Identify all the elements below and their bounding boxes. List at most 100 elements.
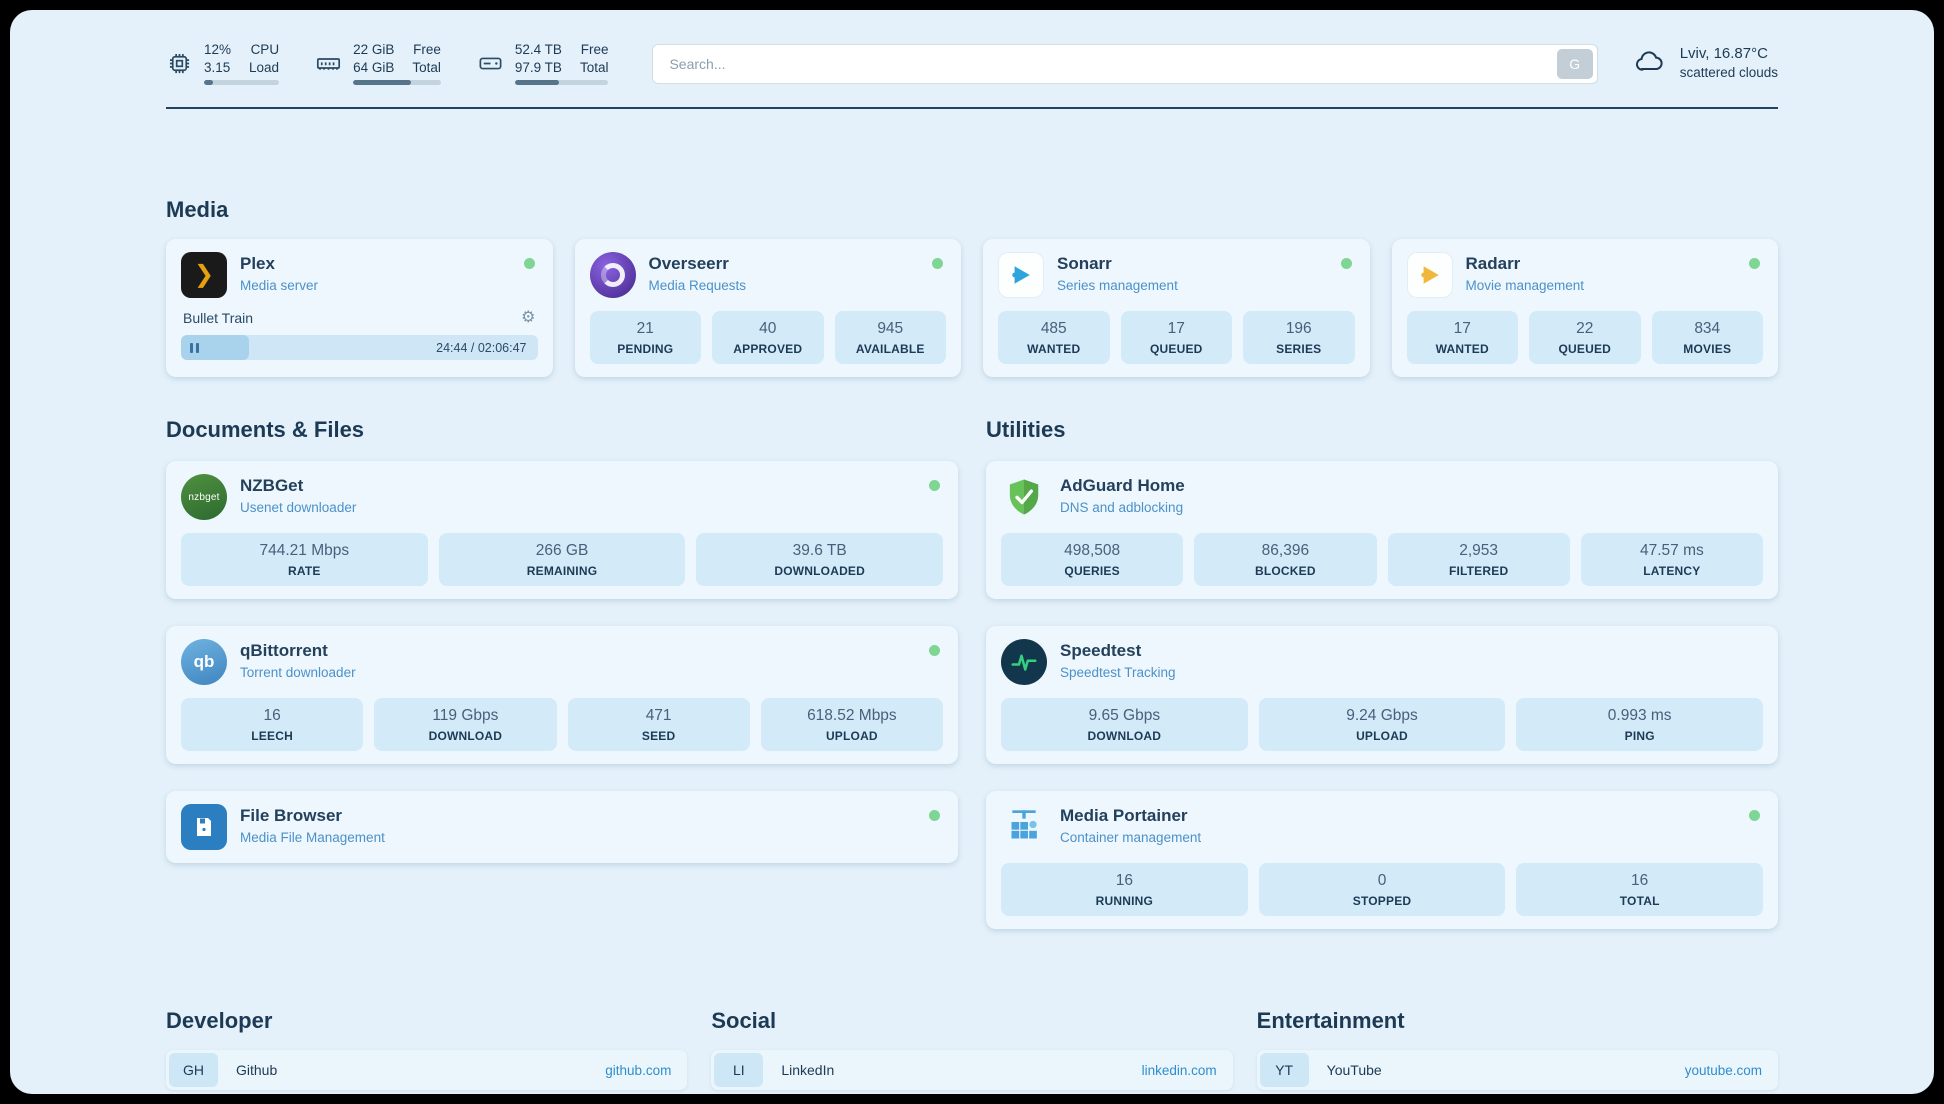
bookmark-abbr: GH (169, 1053, 218, 1087)
playback-time: 24:44 / 02:06:47 (436, 340, 527, 355)
weather-widget: Lviv, 16.87°C scattered clouds (1632, 45, 1778, 82)
stat-ping: 0.993 ms PING (1516, 698, 1764, 751)
search-provider-button[interactable]: G (1556, 48, 1593, 79)
status-dot (929, 810, 940, 821)
app-card-sonarr[interactable]: Sonarr Series management 485 WANTED 17 Q… (983, 239, 1370, 377)
status-dot (929, 480, 940, 491)
status-dot (523, 258, 535, 269)
app-name: Radarr (1465, 254, 1521, 273)
stat-wanted: 17 WANTED (1406, 311, 1518, 364)
stat-queries: 498,508 QUERIES (1001, 533, 1184, 586)
status-dot (1749, 810, 1760, 821)
disk-progress-bar (514, 80, 609, 85)
radarr-icon (1406, 252, 1453, 298)
sonarr-icon (998, 252, 1044, 298)
filebrowser-icon (181, 804, 227, 850)
status-dot (932, 258, 943, 269)
settings-gear-icon[interactable]: ⚙ (521, 309, 536, 326)
documents-section-title: Documents & Files (166, 417, 365, 442)
stat-stopped: 0 STOPPED (1258, 863, 1506, 916)
social-bookmarks: Social LI LinkedIn linkedin.com TW Twitt… (711, 1008, 1233, 1094)
app-card-nzbget[interactable]: nzbget NZBGet Usenet downloader 744.21 M… (166, 461, 958, 599)
pause-icon[interactable] (190, 342, 199, 353)
utilities-section: Utilities AdGuard Home (986, 417, 1778, 956)
stat-remaining: 266 GB REMAINING (438, 533, 686, 586)
app-subtitle: Container management (1060, 830, 1202, 845)
entertainment-section-title: Entertainment (1256, 1008, 1405, 1033)
stat-leech: 16 LEECH (181, 698, 364, 751)
playback-progress-bar[interactable]: 24:44 / 02:06:47 (181, 335, 538, 360)
stat-queued: 17 QUEUED (1120, 311, 1232, 364)
bookmark-name: Github (236, 1062, 278, 1078)
stat-total: 16 TOTAL (1516, 863, 1764, 916)
qbittorrent-icon: qb (181, 639, 227, 685)
app-name: Speedtest (1060, 641, 1142, 660)
app-card-plex[interactable]: ❯ Plex Media server Bullet Train ⚙ (166, 239, 553, 377)
cpu-load-value: 3.15 (204, 60, 231, 75)
cpu-progress-bar (204, 80, 280, 85)
ram-free-label: Free (413, 42, 441, 57)
now-playing: Bullet Train ⚙ 24:44 / 02:06:47 (181, 307, 538, 360)
disk-free-value: 52.4 TB (514, 42, 562, 57)
app-card-portainer[interactable]: Media Portainer Container management 16 … (986, 791, 1778, 929)
entertainment-bookmarks: Entertainment YT YouTube youtube.com NF … (1256, 1008, 1778, 1094)
status-dot (929, 645, 940, 656)
overseerr-icon (589, 252, 636, 298)
bookmark-linkedin[interactable]: LI LinkedIn linkedin.com (711, 1050, 1233, 1090)
bookmark-name: YouTube (1326, 1062, 1382, 1078)
cpu-icon (166, 50, 193, 77)
status-dot (1749, 258, 1760, 269)
bookmark-youtube[interactable]: YT YouTube youtube.com (1256, 1050, 1778, 1090)
bookmark-abbr: LI (714, 1053, 764, 1087)
weather-location: Lviv, 16.87°C (1679, 45, 1768, 62)
plex-icon: ❯ (181, 252, 227, 298)
weather-condition: scattered clouds (1679, 65, 1778, 80)
developer-section-title: Developer (166, 1008, 273, 1033)
app-card-overseerr[interactable]: Overseerr Media Requests 21 PENDING 40 A… (574, 239, 961, 377)
stat-seed: 471 SEED (567, 698, 750, 751)
app-name: Overseerr (648, 254, 729, 273)
portainer-icon (1001, 804, 1047, 850)
app-subtitle: DNS and adblocking (1060, 500, 1184, 515)
cpu-load-label: Load (249, 60, 280, 75)
cpu-metric: 12% CPU 3.15 Load (166, 42, 280, 85)
disk-total-value: 97.9 TB (514, 60, 562, 75)
stat-running: 16 RUNNING (1001, 863, 1248, 916)
app-card-filebrowser[interactable]: File Browser Media File Management (166, 791, 958, 863)
stat-downloaded: 39.6 TB DOWNLOADED (696, 533, 944, 586)
ram-icon (315, 50, 342, 77)
app-card-speedtest[interactable]: Speedtest Speedtest Tracking 9.65 Gbps D… (986, 626, 1778, 764)
app-name: Sonarr (1057, 254, 1112, 273)
app-subtitle: Speedtest Tracking (1060, 665, 1176, 680)
app-subtitle: Torrent downloader (240, 665, 356, 680)
social-section-title: Social (711, 1008, 777, 1033)
stat-latency: 47.57 ms LATENCY (1580, 533, 1763, 586)
app-card-qbittorrent[interactable]: qb qBittorrent Torrent downloader 16 LEE… (166, 626, 958, 764)
search-bar: G (652, 43, 1598, 84)
developer-bookmarks: Developer GH Github github.com SO StackO… (166, 1008, 688, 1094)
ram-metric: 22 GiB Free 64 GiB Total (315, 42, 441, 85)
search-input[interactable] (652, 43, 1598, 84)
app-subtitle: Movie management (1465, 278, 1585, 293)
bookmark-abbr: YT (1259, 1053, 1309, 1087)
stat-blocked: 86,396 BLOCKED (1194, 533, 1377, 586)
nzbget-icon: nzbget (181, 474, 227, 520)
bookmark-name: LinkedIn (781, 1062, 835, 1078)
stat-wanted: 485 WANTED (998, 311, 1110, 364)
bookmark-github[interactable]: GH Github github.com (166, 1050, 688, 1090)
stat-upload: 618.52 Mbps UPLOAD (760, 698, 943, 751)
app-card-adguard[interactable]: AdGuard Home DNS and adblocking 498,508 … (986, 461, 1778, 599)
app-name: AdGuard Home (1060, 476, 1185, 495)
now-playing-title: Bullet Train (183, 310, 254, 326)
adguard-icon (1001, 474, 1047, 520)
app-name: qBittorrent (240, 641, 328, 660)
stat-download: 119 Gbps DOWNLOAD (374, 698, 557, 751)
ram-free-value: 22 GiB (353, 42, 395, 57)
speedtest-icon (1001, 639, 1047, 685)
app-card-radarr[interactable]: Radarr Movie management 17 WANTED 22 QUE… (1391, 239, 1778, 377)
stat-pending: 21 PENDING (589, 311, 701, 364)
dashboard-page: 12% CPU 3.15 Load (10, 10, 1934, 1094)
app-subtitle: Media File Management (240, 830, 385, 845)
disk-metric: 52.4 TB Free 97.9 TB Total (477, 42, 609, 85)
cpu-usage-value: 12% (204, 42, 232, 57)
